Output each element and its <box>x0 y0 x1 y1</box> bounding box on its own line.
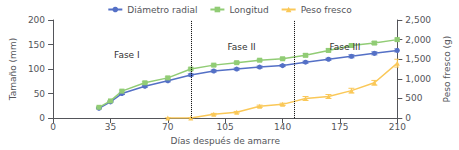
svg-text:Fase II: Fase II <box>227 42 255 52</box>
svg-text:1,000: 1,000 <box>405 74 431 84</box>
svg-text:175: 175 <box>331 122 348 132</box>
svg-text:Diámetro radial: Diámetro radial <box>127 5 197 15</box>
svg-text:70: 70 <box>162 122 174 132</box>
svg-text:50: 50 <box>34 89 46 99</box>
svg-text:0: 0 <box>39 113 45 123</box>
svg-text:200: 200 <box>28 15 45 25</box>
svg-text:Fase I: Fase I <box>114 50 140 60</box>
svg-text:210: 210 <box>389 122 406 132</box>
svg-text:140: 140 <box>274 122 291 132</box>
svg-text:100: 100 <box>28 64 45 74</box>
svg-text:Peso fresco: Peso fresco <box>301 5 353 15</box>
svg-text:500: 500 <box>405 93 422 103</box>
svg-text:Días después de amarre: Días después de amarre <box>170 136 280 146</box>
svg-text:0: 0 <box>50 122 56 132</box>
svg-text:150: 150 <box>28 40 45 50</box>
svg-text:Longitud: Longitud <box>229 5 268 15</box>
svg-text:2,000: 2,000 <box>405 35 431 45</box>
svg-text:35: 35 <box>105 122 116 132</box>
svg-text:0: 0 <box>405 113 411 123</box>
svg-text:Tamaño (mm): Tamaño (mm) <box>8 38 18 101</box>
svg-text:1,500: 1,500 <box>405 54 431 64</box>
svg-text:Peso fresco (g): Peso fresco (g) <box>442 36 452 103</box>
svg-text:Fase III: Fase III <box>329 42 360 52</box>
svg-text:2,500: 2,500 <box>405 15 431 25</box>
svg-text:105: 105 <box>217 122 234 132</box>
